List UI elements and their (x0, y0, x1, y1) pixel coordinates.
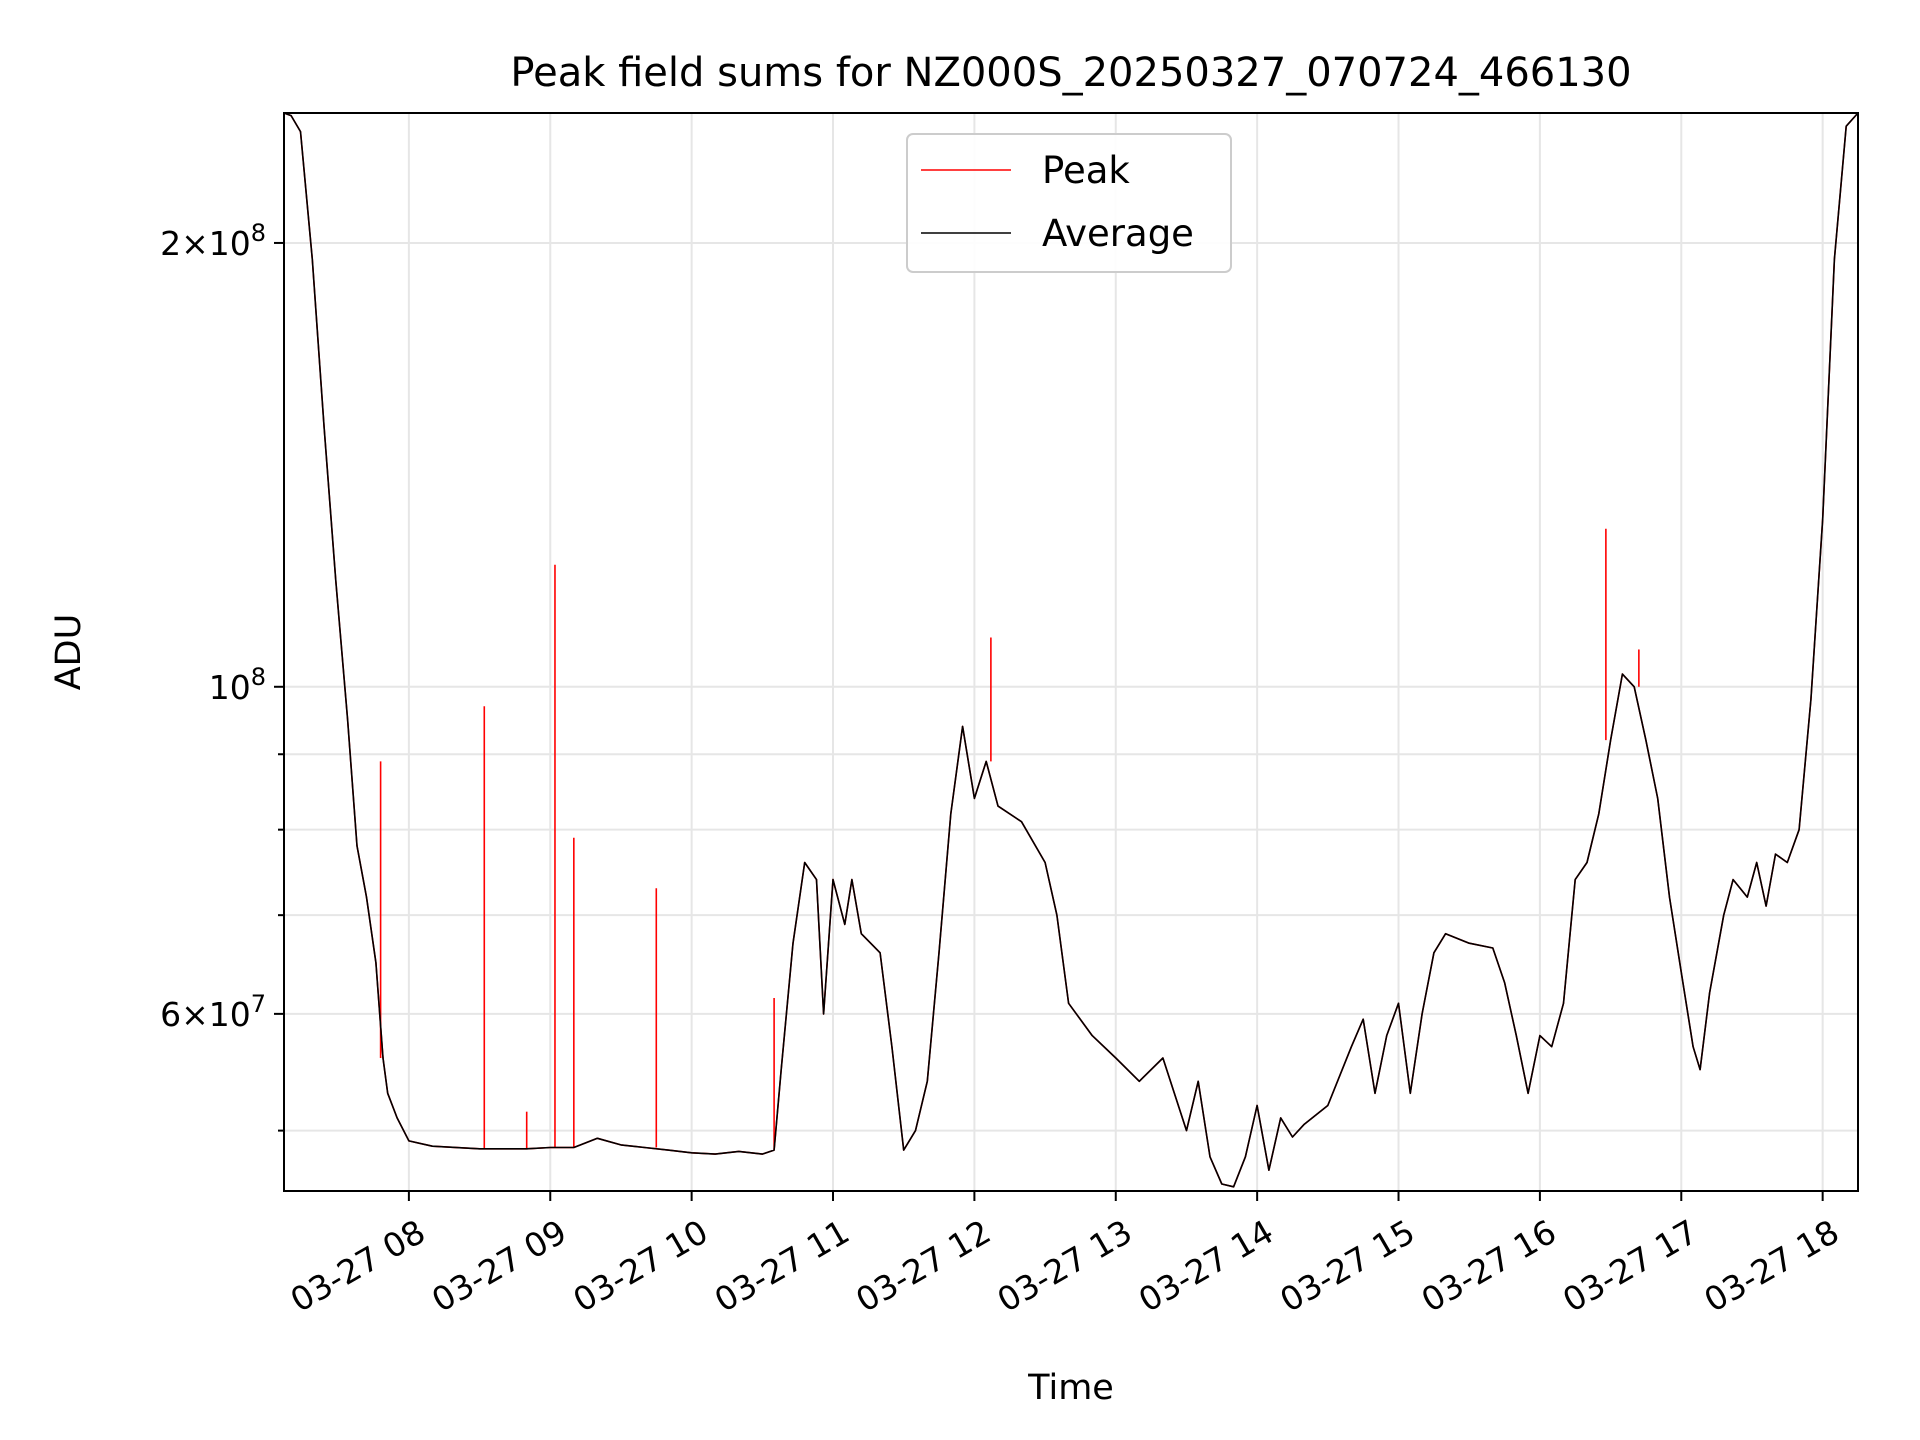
grid (284, 113, 1858, 1191)
y-tick-label: 6×107 (160, 990, 266, 1034)
x-axis-label: Time (1027, 1368, 1114, 1408)
y-tick-label: 2×108 (160, 219, 266, 263)
x-tick-label: 03-27 15 (1273, 1212, 1421, 1320)
series-layer (283, 112, 1859, 1188)
x-tick-label: 03-27 13 (991, 1212, 1139, 1320)
legend: Peak Average (906, 133, 1232, 273)
chart-title: Peak field sums for NZ000S_20250327_0707… (510, 50, 1631, 96)
x-tick-label: 03-27 17 (1556, 1212, 1704, 1320)
x-tick-label: 03-27 09 (425, 1212, 573, 1320)
x-tick-label: 03-27 18 (1698, 1212, 1846, 1320)
series-line-peak (283, 112, 1859, 1188)
legend-label-average: Average (1042, 212, 1194, 255)
legend-label-peak: Peak (1042, 149, 1130, 192)
x-tick-label: 03-27 10 (566, 1212, 714, 1320)
x-tick-label: 03-27 14 (1132, 1212, 1280, 1320)
x-tick-label: 03-27 11 (708, 1212, 856, 1320)
legend-box (906, 133, 1232, 273)
y-axis-label: ADU (49, 614, 89, 691)
x-tick-label: 03-27 16 (1415, 1212, 1563, 1320)
plot-frame (283, 112, 1859, 1192)
y-axis-ticks: 6×107 108 2×108 (160, 219, 284, 1132)
y-tick-label: 108 (209, 663, 266, 707)
x-tick-label: 03-27 08 (284, 1212, 432, 1320)
x-tick-label: 03-27 12 (849, 1212, 997, 1320)
series-line-average (283, 112, 1859, 1188)
